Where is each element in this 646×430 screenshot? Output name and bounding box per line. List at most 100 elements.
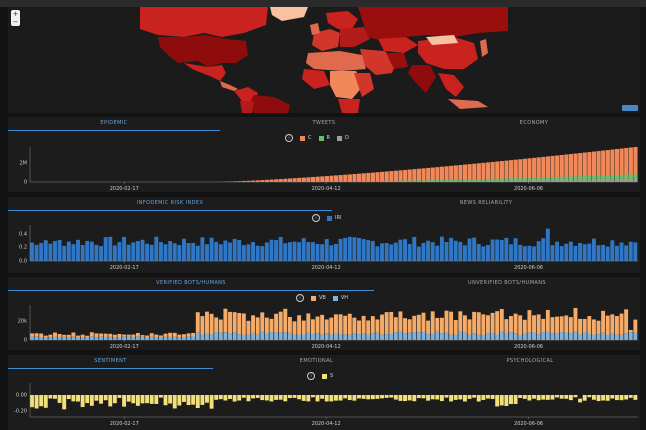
- legend-item-vb[interactable]: VB: [311, 295, 326, 301]
- bar-vb: [163, 333, 168, 337]
- zoom-out-button[interactable]: −: [12, 18, 19, 26]
- info-icon[interactable]: i: [285, 134, 293, 142]
- legend-item-c[interactable]: C: [300, 135, 312, 141]
- bar-c: [633, 147, 638, 182]
- bar-vh: [334, 333, 338, 340]
- bar-vh: [462, 332, 467, 340]
- bar-s: [34, 395, 39, 409]
- tab-emotional[interactable]: EMOTIONAL: [299, 358, 334, 364]
- bar-s: [393, 395, 398, 400]
- zoom-in-button[interactable]: +: [12, 10, 19, 18]
- iri-chart[interactable]: 0.4 0.2 0.0 2020-02-17 2020-04-12 2020-06-06: [8, 197, 640, 273]
- bar-iri: [582, 244, 587, 261]
- bar-vb: [108, 333, 113, 337]
- bar-vb: [168, 332, 173, 337]
- bar-vh: [504, 333, 509, 340]
- bar-iri: [416, 246, 421, 261]
- bar-vh: [89, 336, 94, 340]
- bar-s: [186, 395, 191, 406]
- legend-item-s[interactable]: S: [322, 373, 333, 379]
- tab-psychological[interactable]: PSYCHOLOGICAL: [506, 358, 554, 364]
- bar-c: [412, 169, 417, 182]
- tab-news-reliability[interactable]: NEWS RELIABILITY: [459, 200, 513, 206]
- bar-s: [430, 395, 435, 400]
- bar-s: [71, 395, 76, 402]
- tab-tweets[interactable]: TWEETS: [312, 120, 336, 126]
- bar-d: [578, 180, 583, 182]
- bar-vh: [99, 336, 104, 340]
- legend-item-r[interactable]: R: [318, 135, 330, 141]
- bar-c: [591, 151, 597, 182]
- bar-s: [126, 395, 131, 402]
- map-attribution-logo[interactable]: [622, 105, 638, 111]
- legend-item-d[interactable]: D: [336, 135, 349, 141]
- bar-vh: [476, 334, 481, 340]
- bar-vh: [352, 333, 357, 340]
- tab-unverified-bots-humans[interactable]: UNVERIFIED BOTS/HUMANS: [468, 280, 546, 286]
- bar-vh: [522, 333, 527, 340]
- bar-c: [334, 175, 339, 182]
- tab-verified-bots-humans[interactable]: VERIFIED BOTS/HUMANS: [8, 277, 374, 291]
- bar-d: [573, 180, 578, 182]
- bar-vh: [439, 333, 444, 340]
- bar-c: [564, 154, 569, 182]
- bar-iri: [357, 237, 361, 261]
- bar-iri: [407, 243, 412, 261]
- bar-c: [518, 159, 523, 182]
- tab-economy[interactable]: ECONOMY: [519, 120, 549, 126]
- legend-swatch-r: [318, 135, 324, 141]
- bar-iri: [578, 243, 583, 261]
- info-icon[interactable]: i: [312, 214, 320, 222]
- bots-chart[interactable]: 20k 0 2020-02-17 2020-04-12 2020-06-06: [8, 277, 640, 350]
- bar-r: [532, 177, 537, 182]
- bar-iri: [283, 243, 288, 261]
- bar-iri: [458, 241, 463, 261]
- bar-s: [370, 395, 375, 400]
- bar-iri: [66, 241, 71, 261]
- bar-s: [578, 398, 583, 403]
- info-icon[interactable]: i: [307, 372, 315, 380]
- legend-item-iri[interactable]: IRI: [327, 215, 341, 221]
- bar-vh: [195, 332, 200, 340]
- bar-c: [578, 153, 583, 182]
- bar-vb: [85, 335, 90, 338]
- info-icon[interactable]: i: [296, 294, 304, 302]
- bar-vb: [532, 315, 536, 333]
- epidemic-chart[interactable]: 2M 0 2020-02-17 2020-04-12 2020-06-06: [8, 117, 640, 192]
- tab-epidemic[interactable]: EPIDEMIC: [8, 117, 220, 131]
- bar-vb: [449, 311, 454, 335]
- world-map[interactable]: + −: [8, 7, 640, 113]
- bar-vb: [472, 311, 477, 334]
- bar-vh: [587, 333, 592, 340]
- sentiment-chart[interactable]: 0.00 -0.20 2020-02-17 2020-04-12 2020-06-06: [8, 355, 640, 430]
- bar-iri: [476, 243, 481, 261]
- bar-s: [633, 395, 638, 400]
- bar-iri: [486, 245, 490, 261]
- bar-vh: [310, 334, 315, 340]
- bar-vh: [108, 336, 113, 340]
- country-japan: [480, 39, 488, 57]
- bar-r: [453, 179, 458, 182]
- bar-s: [99, 395, 104, 404]
- bar-vb: [264, 317, 269, 334]
- bots-panel: VERIFIED BOTS/HUMANS UNVERIFIED BOTS/HUM…: [8, 277, 640, 350]
- tab-sentiment[interactable]: SENTIMENT: [8, 355, 213, 369]
- bar-s: [334, 395, 338, 401]
- country-se-asia: [438, 73, 464, 97]
- bar-vh: [306, 332, 311, 340]
- country-east-africa: [354, 73, 374, 97]
- bar-iri: [439, 236, 444, 261]
- bar-iri: [545, 228, 550, 261]
- tab-infodemic-risk-index[interactable]: INFODEMIC RISK INDEX: [8, 197, 332, 211]
- bar-vh: [135, 336, 140, 340]
- bar-vb: [53, 332, 57, 337]
- bar-vb: [633, 319, 638, 333]
- bar-s: [62, 395, 67, 410]
- bar-vh: [76, 337, 80, 340]
- legend-item-vh[interactable]: VH: [332, 295, 348, 301]
- bar-vb: [48, 334, 53, 338]
- bar-iri: [509, 244, 513, 261]
- bar-vh: [71, 336, 76, 340]
- bar-vb: [439, 317, 444, 334]
- legend-label-vb: VB: [319, 295, 326, 301]
